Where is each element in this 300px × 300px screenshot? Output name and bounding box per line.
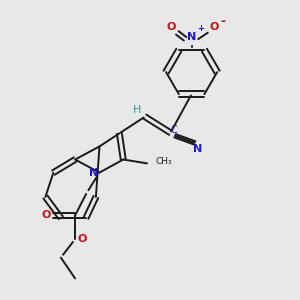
Text: N: N xyxy=(193,144,202,154)
Text: +: + xyxy=(197,24,204,33)
Text: N: N xyxy=(89,168,98,178)
Text: O: O xyxy=(209,22,219,32)
Text: CH₃: CH₃ xyxy=(156,158,172,166)
Text: O: O xyxy=(166,22,176,32)
Text: H: H xyxy=(132,105,141,115)
Text: N: N xyxy=(187,32,196,42)
Text: O: O xyxy=(41,210,51,220)
Text: O: O xyxy=(78,234,87,244)
Text: -: - xyxy=(221,15,226,28)
Text: C: C xyxy=(170,125,177,135)
